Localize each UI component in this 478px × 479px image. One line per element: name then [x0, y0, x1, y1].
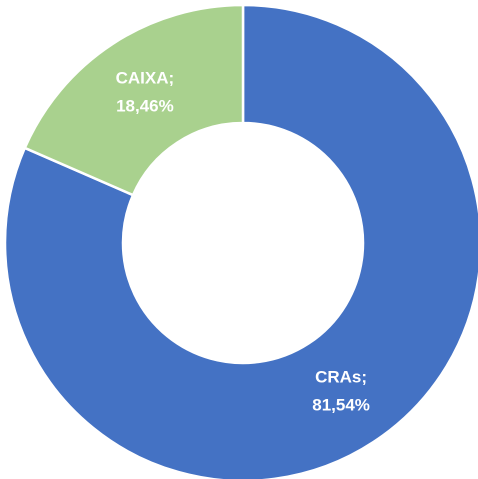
- category-label: CRAs;: [315, 368, 367, 387]
- value-label: 18,46%: [116, 97, 174, 116]
- value-label: 81,54%: [312, 396, 370, 415]
- separator: ;: [169, 69, 175, 88]
- separator: ;: [361, 368, 367, 387]
- data-label: CRAs; 81,54%: [312, 368, 370, 415]
- donut-segment: [3, 3, 478, 479]
- data-label: CAIXA; 18,46%: [116, 69, 175, 116]
- category-label: CAIXA;: [116, 69, 175, 88]
- category-name: CAIXA: [116, 69, 169, 88]
- category-name: CRAs: [315, 368, 361, 387]
- donut-segment: [23, 3, 245, 197]
